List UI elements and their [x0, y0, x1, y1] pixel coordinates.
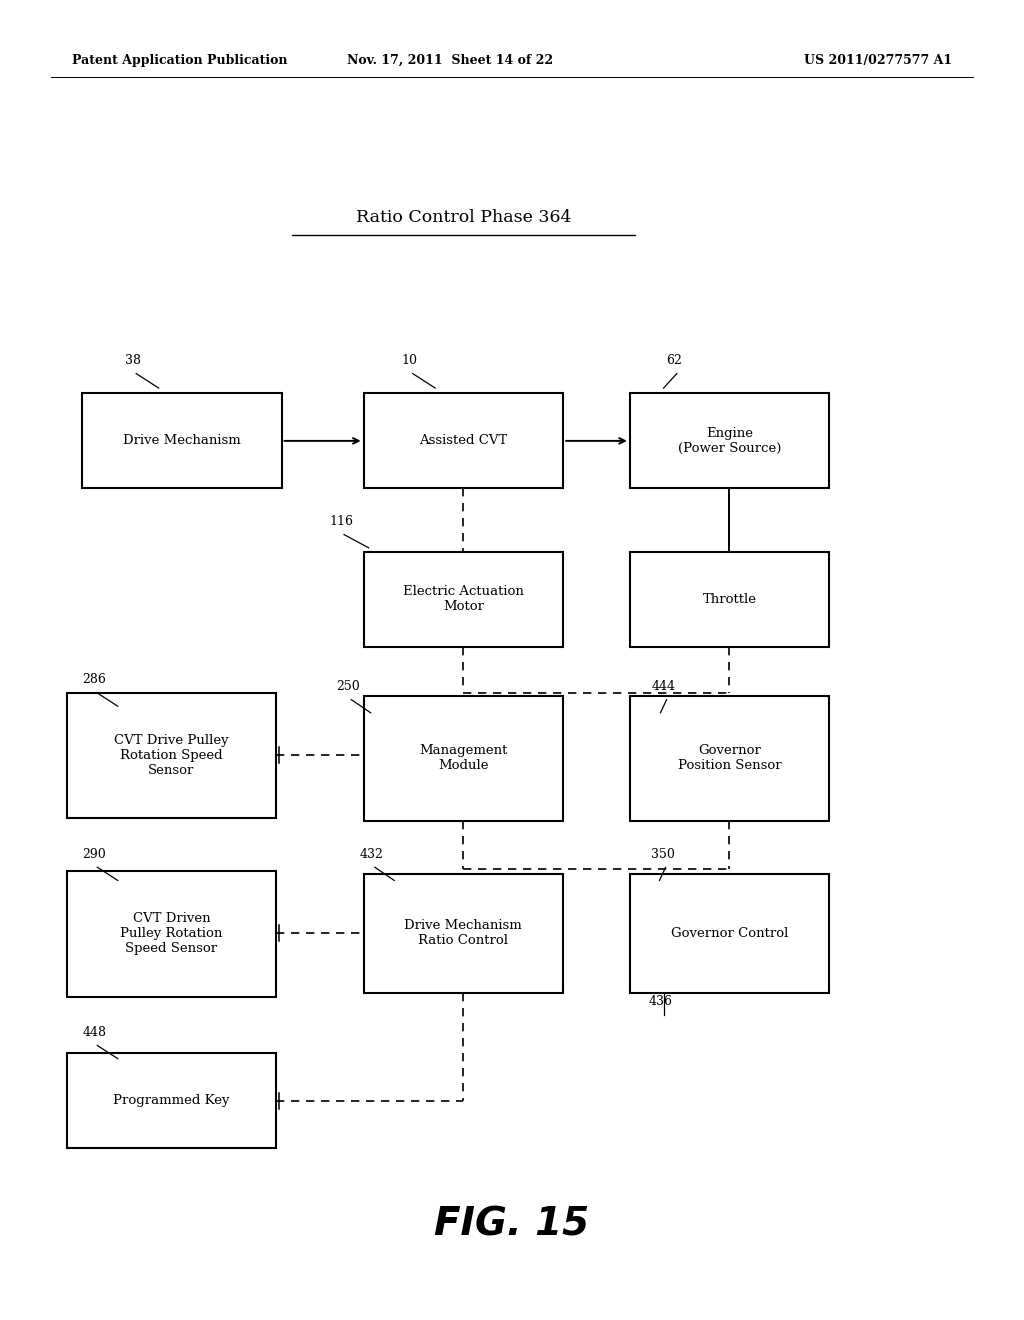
Text: 444: 444 [651, 680, 676, 693]
Bar [67, 1053, 276, 1148]
Text: 290: 290 [82, 847, 106, 861]
Text: 10: 10 [401, 354, 418, 367]
Bar [67, 693, 276, 818]
Text: 38: 38 [125, 354, 141, 367]
Text: Patent Application Publication: Patent Application Publication [72, 54, 287, 67]
Text: Drive Mechanism
Ratio Control: Drive Mechanism Ratio Control [404, 919, 522, 948]
Bar [364, 874, 563, 993]
Bar [364, 552, 563, 647]
Text: Assisted CVT: Assisted CVT [419, 434, 508, 447]
Text: CVT Drive Pulley
Rotation Speed
Sensor: CVT Drive Pulley Rotation Speed Sensor [115, 734, 228, 777]
Text: FIG. 15: FIG. 15 [434, 1206, 590, 1243]
Text: Electric Actuation
Motor: Electric Actuation Motor [402, 585, 524, 614]
Text: Ratio Control Phase 364: Ratio Control Phase 364 [356, 210, 571, 226]
Text: Engine
(Power Source): Engine (Power Source) [678, 426, 781, 455]
Text: Throttle: Throttle [702, 593, 757, 606]
Text: Programmed Key: Programmed Key [114, 1094, 229, 1107]
Text: Governor
Position Sensor: Governor Position Sensor [678, 744, 781, 772]
Bar [630, 696, 829, 821]
Bar [630, 393, 829, 488]
Text: Management
Module: Management Module [419, 744, 508, 772]
Text: 432: 432 [359, 847, 384, 861]
Text: 62: 62 [666, 354, 682, 367]
Bar [67, 871, 276, 997]
Text: 286: 286 [82, 673, 106, 686]
Bar [364, 696, 563, 821]
Text: 250: 250 [336, 680, 360, 693]
Text: US 2011/0277577 A1: US 2011/0277577 A1 [804, 54, 952, 67]
Text: 116: 116 [329, 515, 353, 528]
Text: CVT Driven
Pulley Rotation
Speed Sensor: CVT Driven Pulley Rotation Speed Sensor [121, 912, 222, 956]
Bar [630, 874, 829, 993]
Text: Governor Control: Governor Control [671, 927, 788, 940]
Bar [630, 552, 829, 647]
Text: 350: 350 [650, 847, 675, 861]
Text: 448: 448 [82, 1026, 106, 1039]
Bar [82, 393, 282, 488]
Text: Drive Mechanism: Drive Mechanism [123, 434, 241, 447]
Bar [364, 393, 563, 488]
Text: Nov. 17, 2011  Sheet 14 of 22: Nov. 17, 2011 Sheet 14 of 22 [347, 54, 554, 67]
Text: 436: 436 [648, 995, 673, 1008]
